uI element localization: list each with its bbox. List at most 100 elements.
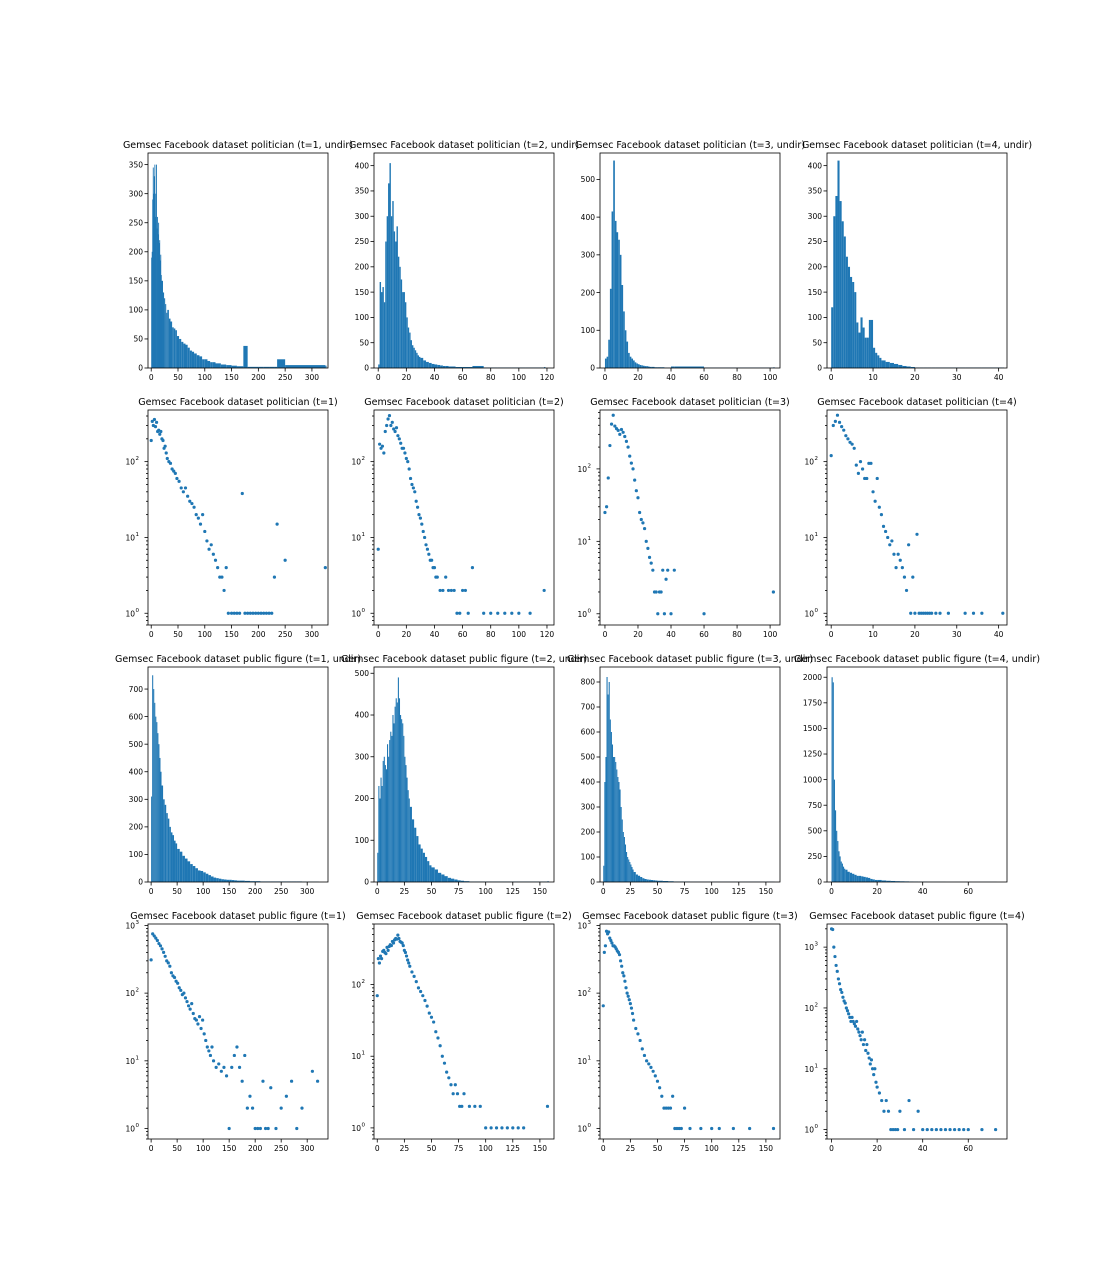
data-point xyxy=(867,1056,871,1060)
x-tick-label: 0 xyxy=(376,630,381,639)
histogram-bar xyxy=(381,785,383,882)
data-point xyxy=(880,1098,884,1103)
x-tick-label: 0 xyxy=(149,1144,154,1153)
data-point xyxy=(609,938,613,943)
histogram-bar xyxy=(401,719,403,882)
x-tick-label: 80 xyxy=(732,630,742,639)
histogram-bar xyxy=(212,362,216,368)
data-point xyxy=(261,1079,265,1083)
y-tick-label: 600 xyxy=(581,728,596,737)
data-point xyxy=(517,611,521,615)
histogram-bar xyxy=(603,865,605,882)
data-point xyxy=(237,1065,242,1069)
data-point xyxy=(397,437,401,441)
x-tick-label: 30 xyxy=(952,373,962,382)
data-point xyxy=(403,451,407,455)
data-point xyxy=(640,1047,644,1051)
data-point xyxy=(389,943,393,948)
data-point xyxy=(162,950,166,954)
y-tick-label: 700 xyxy=(129,685,144,694)
histogram-bar xyxy=(161,785,164,882)
histogram-bar xyxy=(159,240,161,368)
y-tick-label: 250 xyxy=(808,237,823,246)
data-point xyxy=(668,1106,673,1110)
data-point xyxy=(545,1104,550,1108)
y-tick-label: 10 xyxy=(577,465,587,474)
data-point xyxy=(224,566,228,570)
data-point xyxy=(399,441,403,445)
histogram-bar xyxy=(872,879,875,882)
histogram-bar xyxy=(220,364,227,368)
histogram-bar xyxy=(864,337,867,368)
data-point xyxy=(379,957,384,961)
data-point xyxy=(423,998,427,1003)
subplot-pol-t2-hist: Gemsec Facebook dataset politician (t=2,… xyxy=(349,140,579,382)
data-point xyxy=(176,981,180,985)
y-tick-label: 10 xyxy=(577,1057,587,1066)
data-point xyxy=(656,612,660,616)
data-point xyxy=(603,510,607,515)
data-point xyxy=(634,1026,638,1031)
data-point xyxy=(710,1126,714,1131)
y-tick-label: 2000 xyxy=(803,673,822,682)
subplot-title: Gemsec Facebook dataset politician (t=1,… xyxy=(123,140,353,151)
histogram-bar xyxy=(604,358,607,368)
y-tick-label: 200 xyxy=(129,823,144,832)
histogram-bar xyxy=(184,858,188,882)
data-point xyxy=(913,611,917,615)
y-tick-label: 10 xyxy=(351,533,361,542)
data-point xyxy=(410,970,414,974)
histogram-bar xyxy=(604,782,606,882)
histogram-bar xyxy=(258,366,264,368)
data-point xyxy=(601,1004,605,1008)
data-point xyxy=(489,611,493,615)
histogram-bar xyxy=(391,735,393,882)
y-tick-label: 0 xyxy=(138,364,143,373)
data-point xyxy=(449,588,453,593)
histogram-bar xyxy=(448,366,456,368)
histogram-bar xyxy=(156,228,158,368)
x-tick-label: 50 xyxy=(653,1144,663,1153)
data-point xyxy=(275,522,279,526)
histogram-bar xyxy=(837,841,839,882)
y-tick-label: 100 xyxy=(129,850,144,859)
x-tick-label: 150 xyxy=(222,887,237,896)
data-point xyxy=(445,1070,449,1074)
data-point xyxy=(873,499,877,503)
y-tick-label: 10 xyxy=(125,1125,135,1134)
data-point xyxy=(859,1038,863,1042)
subplot-title: Gemsec Facebook dataset public figure (t… xyxy=(130,911,345,922)
x-tick-label: 0 xyxy=(829,373,834,382)
data-point xyxy=(262,611,266,615)
histogram-bar xyxy=(616,769,618,882)
histogram-bar xyxy=(621,285,624,368)
data-point xyxy=(886,535,890,540)
data-point xyxy=(266,1126,270,1131)
histogram-bar xyxy=(205,873,209,882)
data-point xyxy=(646,546,650,550)
y-tick-label: 500 xyxy=(581,753,596,762)
x-tick-label: 150 xyxy=(533,887,548,896)
histogram-bar xyxy=(403,735,405,882)
data-point xyxy=(412,974,416,978)
y-tick-label: 1000 xyxy=(803,775,822,784)
y-tick-label: 100 xyxy=(129,306,144,315)
histogram-bar xyxy=(834,810,837,882)
data-point xyxy=(671,1094,675,1098)
histogram-bar xyxy=(431,363,435,368)
data-point xyxy=(888,543,892,547)
data-point xyxy=(444,575,448,579)
data-point xyxy=(511,1126,515,1130)
subplot-title: Gemsec Facebook dataset public figure (t… xyxy=(341,654,587,665)
data-point xyxy=(423,535,427,540)
histogram-bar xyxy=(624,330,627,368)
x-tick-label: 50 xyxy=(653,887,663,896)
histogram-bar xyxy=(387,744,389,882)
histogram-bar xyxy=(874,879,878,882)
histogram-bar xyxy=(849,872,853,882)
y-tick-label: 300 xyxy=(808,212,823,221)
histogram-bar xyxy=(649,366,652,368)
data-point xyxy=(404,456,408,461)
histogram-bar xyxy=(906,366,911,368)
